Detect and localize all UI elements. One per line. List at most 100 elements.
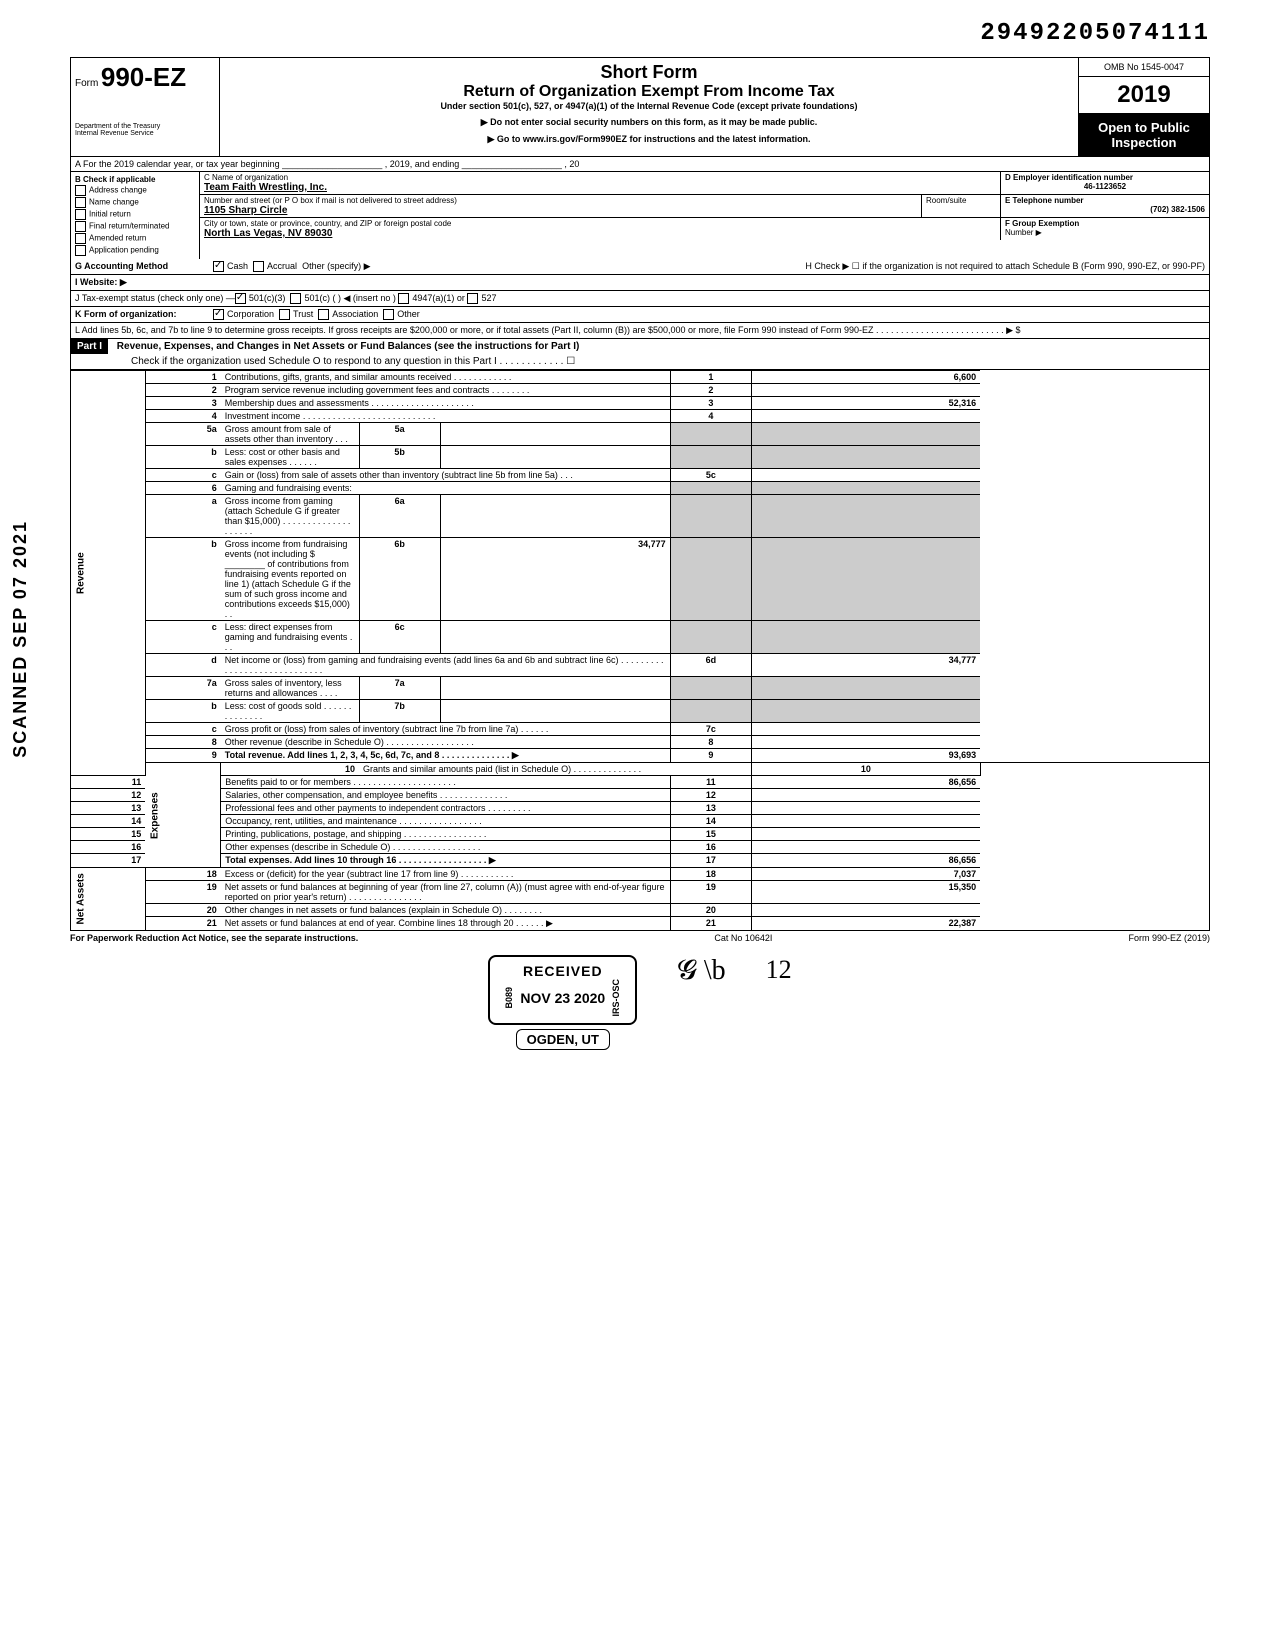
line-2-desc: Program service revenue including govern… <box>221 384 670 397</box>
line-4-num: 4 <box>670 410 751 423</box>
line-19-val: 15,350 <box>751 881 980 904</box>
line-3-desc: Membership dues and assessments . . . . … <box>221 397 670 410</box>
cb-initial[interactable] <box>75 209 86 220</box>
line-5a-num: 5a <box>359 423 440 446</box>
i-label: I Website: ▶ <box>75 277 205 288</box>
cb-amended[interactable] <box>75 233 86 244</box>
line-6d-num: 6d <box>670 654 751 677</box>
line-6a-val <box>440 495 670 538</box>
line-7c-desc: Gross profit or (loss) from sales of inv… <box>221 723 670 736</box>
cb-trust[interactable] <box>279 309 290 320</box>
cb-assoc[interactable] <box>318 309 329 320</box>
g-other: Other (specify) ▶ <box>302 261 370 272</box>
line-7c-num: 7c <box>670 723 751 736</box>
g-cash: Cash <box>227 261 248 272</box>
line-21-desc: Net assets or fund balances at end of ye… <box>221 917 670 931</box>
line-1-num: 1 <box>670 371 751 384</box>
j-c3: 501(c)(3) <box>249 293 286 304</box>
line-6d-val: 34,777 <box>751 654 980 677</box>
cb-final[interactable] <box>75 221 86 232</box>
j-label: J Tax-exempt status (check only one) — <box>75 293 235 304</box>
j-c: 501(c) ( ) ◀ (insert no ) <box>304 293 395 304</box>
line-1-val: 6,600 <box>751 371 980 384</box>
opt-amended: Amended return <box>89 234 146 243</box>
line-8-num: 8 <box>670 736 751 749</box>
line-16-desc: Other expenses (describe in Schedule O) … <box>221 841 670 854</box>
f-label2: Number ▶ <box>1005 228 1205 237</box>
line-5c-val <box>751 469 980 482</box>
cb-cash[interactable] <box>213 261 224 272</box>
g-accrual: Accrual <box>267 261 297 272</box>
entity-info-block: B Check if applicable Address change Nam… <box>70 172 1210 259</box>
opt-initial: Initial return <box>89 210 131 219</box>
line-2-num: 2 <box>670 384 751 397</box>
received-date: NOV 23 2020 <box>520 990 605 1006</box>
scanned-stamp: SCANNED SEP 07 2021 <box>10 520 31 758</box>
signature: 𝓖 \b <box>677 955 725 987</box>
tax-year: 2019 <box>1079 77 1209 114</box>
form-title: Return of Organization Exempt From Incom… <box>224 83 1074 101</box>
ein: 46-1123652 <box>1005 182 1205 191</box>
short-form-label: Short Form <box>224 62 1074 83</box>
cb-corp[interactable] <box>213 309 224 320</box>
line-10-num: 10 <box>751 763 980 776</box>
line-14-desc: Occupancy, rent, utilities, and maintena… <box>221 815 670 828</box>
line-5c-desc: Gain or (loss) from sale of assets other… <box>221 469 670 482</box>
cb-other[interactable] <box>383 309 394 320</box>
cb-pending[interactable] <box>75 245 86 256</box>
cb-501c3[interactable] <box>235 293 246 304</box>
line-19-num: 19 <box>670 881 751 904</box>
line-7b-val <box>440 700 670 723</box>
received-text: RECEIVED <box>504 963 621 979</box>
inspection: Inspection <box>1081 135 1207 150</box>
line-7c-val <box>751 723 980 736</box>
line-11-num: 11 <box>670 776 751 789</box>
line-16-num: 16 <box>670 841 751 854</box>
line-16-val <box>751 841 980 854</box>
j-527: 527 <box>481 293 496 304</box>
line-9-desc: Total revenue. Add lines 1, 2, 3, 4, 5c,… <box>221 749 670 763</box>
line-4-val <box>751 410 980 423</box>
dept-irs: Internal Revenue Service <box>75 130 215 137</box>
line-6a-desc: Gross income from gaming (attach Schedul… <box>221 495 359 538</box>
line-10-val <box>980 763 1209 776</box>
dept-treasury: Department of the Treasury <box>75 123 215 130</box>
line-5b-num: 5b <box>359 446 440 469</box>
paperwork-notice: For Paperwork Reduction Act Notice, see … <box>70 933 358 943</box>
c-label: C Name of organization <box>204 173 996 182</box>
street-label: Number and street (or P O box if mail is… <box>204 196 917 205</box>
line-9-val: 93,693 <box>751 749 980 763</box>
line-6c-num: 6c <box>359 621 440 654</box>
form-number: 990-EZ <box>101 62 186 92</box>
line-8-val <box>751 736 980 749</box>
irs-osc: IRS-OSC <box>611 979 621 1017</box>
line-5b-desc: Less: cost or other basis and sales expe… <box>221 446 359 469</box>
k-trust: Trust <box>293 309 313 320</box>
cb-501c[interactable] <box>290 293 301 304</box>
cb-527[interactable] <box>467 293 478 304</box>
line-13-num: 13 <box>670 802 751 815</box>
cb-address-change[interactable] <box>75 185 86 196</box>
line-15-num: 15 <box>670 828 751 841</box>
opt-pending: Application pending <box>89 246 159 255</box>
line-20-desc: Other changes in net assets or fund bala… <box>221 904 670 917</box>
cat-no: Cat No 10642I <box>714 933 772 943</box>
cb-name-change[interactable] <box>75 197 86 208</box>
line-6d-desc: Net income or (loss) from gaming and fun… <box>221 654 670 677</box>
cb-accrual[interactable] <box>253 261 264 272</box>
line-21-val: 22,387 <box>751 917 980 931</box>
form-lines-table: Revenue 1Contributions, gifts, grants, a… <box>71 370 1209 930</box>
cb-4947[interactable] <box>398 293 409 304</box>
line-3-val: 52,316 <box>751 397 980 410</box>
line-7a-num: 7a <box>359 677 440 700</box>
opt-final: Final return/terminated <box>89 222 169 231</box>
line-20-num: 20 <box>670 904 751 917</box>
part1-check: Check if the organization used Schedule … <box>71 354 1209 369</box>
line-9-num: 9 <box>670 749 751 763</box>
line-1-desc: Contributions, gifts, grants, and simila… <box>221 371 670 384</box>
opt-address: Address change <box>89 186 147 195</box>
ogden-stamp: OGDEN, UT <box>516 1029 610 1050</box>
netassets-label: Net Assets <box>71 868 145 931</box>
street: 1105 Sharp Circle <box>204 205 917 216</box>
phone: (702) 382-1506 <box>1005 205 1205 214</box>
